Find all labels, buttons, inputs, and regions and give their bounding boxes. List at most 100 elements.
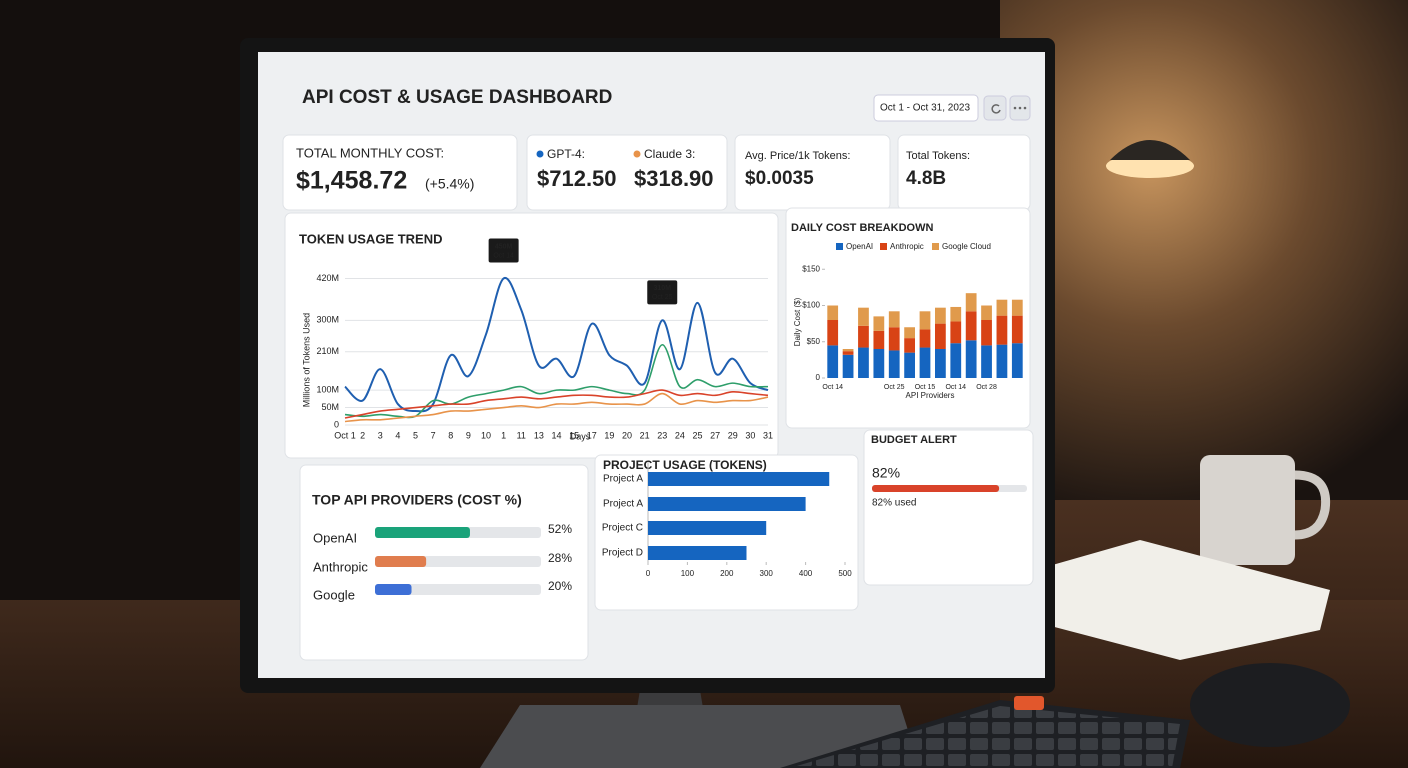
more-dot — [1013, 106, 1017, 110]
line-series — [344, 277, 769, 413]
x-tick-label: 400 — [799, 569, 813, 578]
x-tick-label: 30 — [745, 430, 755, 440]
x-tick-label: Oct 15 — [915, 384, 936, 391]
x-tick-label: 0 — [646, 569, 651, 578]
y-tick-label: 100M — [316, 384, 339, 394]
category-label: Project D — [602, 548, 643, 559]
bar-segment — [950, 306, 962, 322]
bar-segment — [858, 325, 869, 348]
lamp-shade — [1110, 140, 1190, 160]
x-tick-label: 11 — [517, 430, 526, 440]
notebook — [990, 540, 1330, 660]
x-tick-label: 17 — [587, 430, 597, 440]
bar — [648, 546, 747, 560]
bar-segment — [873, 330, 885, 349]
x-tick-label: 25 — [692, 430, 702, 440]
x-tick-label: 24 — [675, 430, 685, 440]
keyboard-keys — [790, 706, 1180, 768]
bar-segment — [858, 347, 869, 378]
y-tick-label: $100 — [802, 301, 820, 310]
x-tick-label: 14 — [551, 430, 561, 440]
gauge-bar — [872, 485, 1000, 492]
category-label: Project C — [602, 523, 643, 534]
kpi-value: $318.90 — [634, 166, 714, 191]
chart-title: TOKEN USAGE TREND — [299, 231, 443, 246]
category-label: Project A — [603, 474, 643, 485]
category-label: Google — [313, 587, 355, 602]
legend-label: OpenAI — [846, 242, 873, 251]
x-tick-label: 7 — [431, 430, 436, 440]
more-dot — [1018, 106, 1022, 110]
bar-segment — [981, 305, 992, 320]
bar-segment — [935, 307, 946, 324]
gauge-value-label: 82% — [872, 465, 900, 481]
x-tick-label: Oct 14 — [822, 384, 843, 391]
value-label: 20% — [548, 579, 572, 593]
x-tick-label: 3 — [378, 430, 383, 440]
bar-segment — [827, 305, 839, 320]
annotation-box — [647, 280, 678, 305]
line-series — [344, 392, 769, 423]
bar-track — [375, 584, 541, 595]
category-label: OpenAI — [313, 530, 357, 545]
x-tick-label: 1 — [501, 430, 506, 440]
bar-segment — [904, 338, 915, 353]
x-tick-label: 29 — [728, 430, 738, 440]
y-tick-label: 210M — [316, 346, 339, 356]
bar — [648, 497, 806, 511]
bar — [648, 472, 830, 486]
bar-segment — [842, 351, 854, 355]
refresh-button[interactable] — [983, 95, 1007, 121]
refresh-icon — [991, 104, 1001, 114]
kpi-value: $712.50 — [537, 166, 617, 191]
legend-swatch — [932, 243, 939, 250]
x-tick-label: 13 — [534, 430, 544, 440]
bar-segment — [950, 343, 962, 378]
x-tick-label: 21 — [640, 430, 650, 440]
dashboard: API COST & USAGE DASHBOARD Oct 1 - Oct 31… — [282, 87, 1034, 661]
x-tick-label: Oct 28 — [976, 384, 997, 391]
bar-segment — [904, 327, 915, 339]
gauge-caption: 82% used — [872, 498, 916, 509]
legend-label: Google Cloud — [942, 242, 991, 251]
bar-segment — [965, 311, 977, 341]
bar-segment — [1011, 343, 1023, 378]
x-tick-label: 4 — [395, 430, 400, 440]
x-tick-label: 5 — [413, 430, 418, 440]
bar-segment — [827, 345, 839, 378]
bar-segment — [996, 299, 1008, 316]
bar-segment — [888, 311, 900, 328]
bar-segment — [935, 349, 946, 378]
annotation-value: 310M — [653, 285, 671, 292]
bar-segment — [996, 344, 1008, 378]
chart-title: PROJECT USAGE (TOKENS) — [603, 458, 767, 472]
x-tick-label: 20 — [622, 430, 632, 440]
x-tick-label: 19 — [604, 430, 614, 440]
x-tick-label: 100 — [681, 569, 695, 578]
category-label: Project A — [603, 499, 643, 510]
x-tick-label: 200 — [720, 569, 734, 578]
kpi-label: Claude 3: — [644, 147, 695, 161]
mug — [1200, 455, 1295, 565]
kpi-label: Avg. Price/1k Tokens: — [745, 150, 850, 162]
kpi-label: Total Tokens: — [906, 150, 970, 162]
annotation-date: Oct 25 — [652, 294, 673, 301]
bar-segment — [873, 349, 885, 378]
kpi-label: GPT-4: — [547, 147, 585, 161]
date-range: Oct 1 - Oct 31, 2023 — [880, 103, 970, 114]
date-range-picker[interactable] — [873, 94, 979, 122]
more-dot — [1023, 106, 1027, 110]
x-tick-label: 9 — [466, 430, 471, 440]
y-tick-label: 300M — [316, 315, 339, 325]
y-axis-label: Daily Cost ($) — [793, 297, 802, 346]
x-tick-label: 8 — [448, 430, 453, 440]
x-tick-label: 500 — [838, 569, 852, 578]
x-axis-label: Days — [570, 431, 591, 441]
bar-segment — [965, 293, 977, 312]
bar-segment — [888, 350, 900, 378]
legend-swatch — [836, 243, 843, 250]
bar-segment — [888, 327, 900, 351]
mug-handle — [1294, 470, 1331, 540]
